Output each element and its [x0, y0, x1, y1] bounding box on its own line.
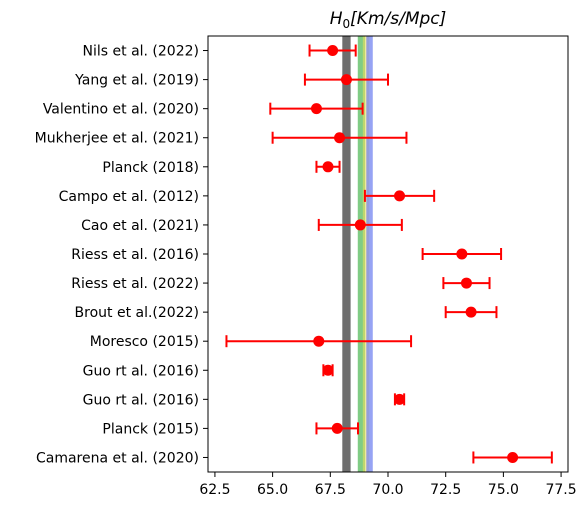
- reference-bands: [342, 36, 373, 472]
- error-bars: [225, 44, 553, 464]
- data-point: [354, 219, 366, 231]
- y-tick-label: Mukherjee et al. (2021): [35, 131, 199, 147]
- data-points: [310, 45, 519, 463]
- y-tick-label: Riess et al. (2016): [71, 247, 199, 263]
- chart-title: H0[Km/s/Mpc]: [330, 9, 447, 31]
- x-ticks: 62.5 65.0 67.5 70.0 72.5 75.0 77.5: [199, 472, 577, 498]
- data-point: [507, 451, 519, 463]
- data-point: [327, 45, 339, 57]
- data-point: [340, 74, 352, 86]
- data-point: [331, 422, 343, 434]
- data-point: [334, 132, 346, 144]
- y-tick-label: Moresco (2015): [90, 334, 199, 350]
- x-tick-label: 75.0: [488, 482, 519, 498]
- y-tick-label: Camarena et al. (2020): [36, 450, 199, 466]
- data-point: [465, 306, 477, 318]
- y-tick-label: Planck (2018): [102, 160, 199, 176]
- reference-band: [357, 36, 366, 472]
- y-tick-label: Cao et al. (2021): [81, 218, 199, 234]
- plot-frame: [207, 35, 569, 473]
- x-tick-label: 77.5: [545, 482, 576, 498]
- x-tick-label: 65.0: [257, 482, 288, 498]
- data-point: [460, 277, 472, 289]
- x-tick-label: 72.5: [430, 482, 461, 498]
- data-point: [394, 190, 406, 202]
- y-tick-label: Planck (2015): [102, 421, 199, 437]
- y-tick-label: Riess et al. (2022): [71, 276, 199, 292]
- x-tick-label: 62.5: [199, 482, 230, 498]
- reference-band: [342, 36, 351, 472]
- reference-band: [366, 36, 373, 472]
- reference-band: [362, 36, 370, 472]
- y-tick-label: Nils et al. (2022): [83, 44, 199, 60]
- data-point: [322, 364, 334, 376]
- y-tick-label: Brout et al.(2022): [75, 305, 199, 321]
- y-ticks: Nils et al. (2022) Yang et al. (2019) Vale…: [35, 44, 208, 466]
- y-tick-label: Yang et al. (2019): [74, 73, 199, 89]
- y-tick-label: Guo rt al. (2016): [83, 392, 199, 408]
- data-point: [310, 103, 322, 115]
- y-tick-label: Campo et al. (2012): [59, 189, 199, 205]
- y-tick-label: Valentino et al. (2020): [43, 102, 199, 118]
- data-point: [322, 161, 334, 173]
- data-point: [456, 248, 468, 260]
- x-tick-label: 67.5: [315, 482, 346, 498]
- data-point: [313, 335, 325, 347]
- y-tick-label: Guo rt al. (2016): [83, 363, 199, 379]
- data-point: [394, 393, 406, 405]
- x-tick-label: 70.0: [372, 482, 403, 498]
